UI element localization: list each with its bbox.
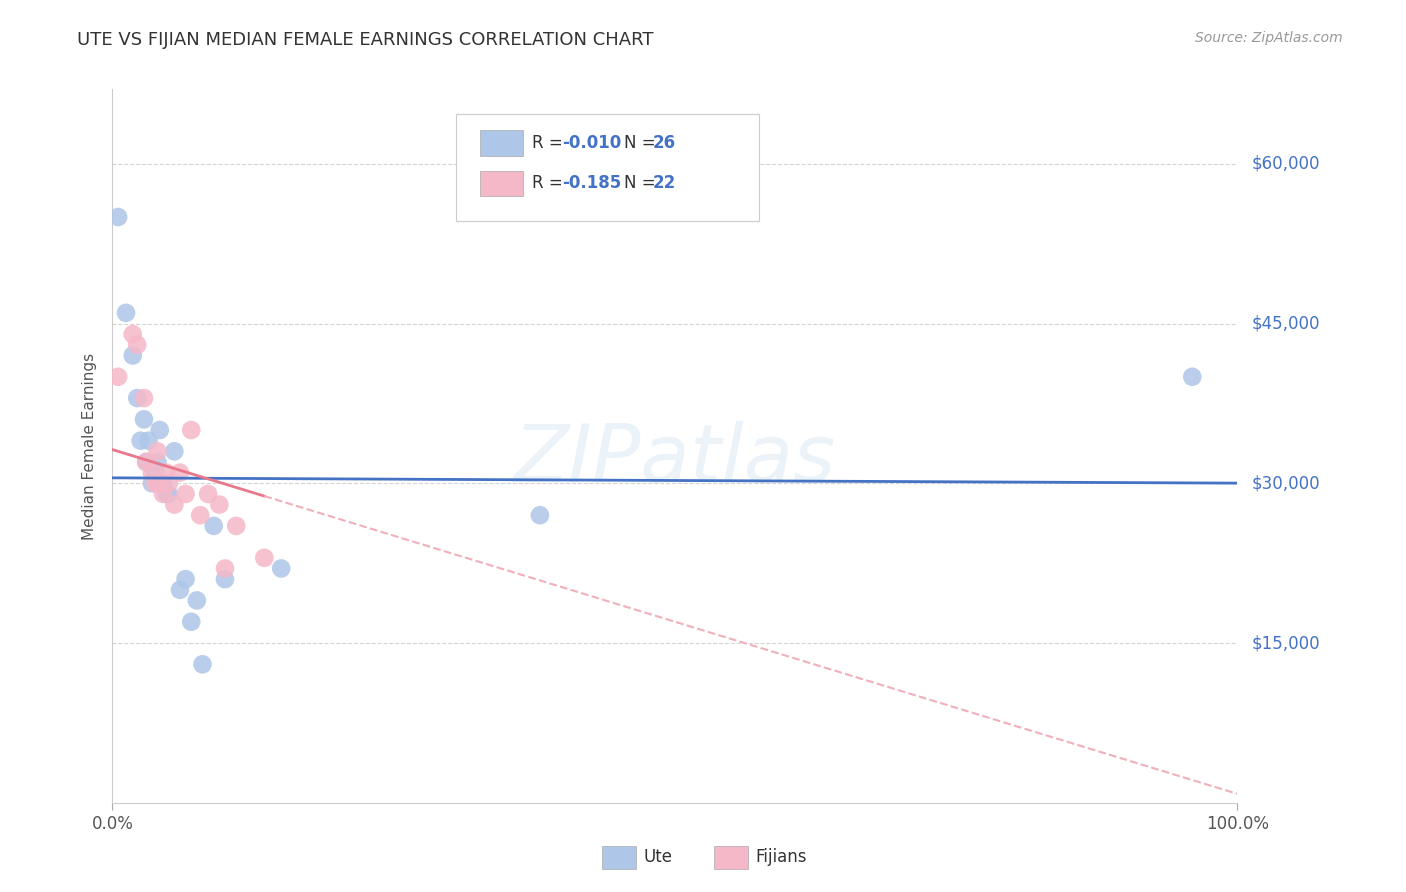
Point	[186, 593, 208, 607]
Text: ZIPatlas: ZIPatlas	[513, 421, 837, 500]
FancyBboxPatch shape	[714, 847, 748, 869]
Point	[157, 487, 180, 501]
Point	[253, 550, 276, 565]
Point	[191, 657, 214, 672]
Text: R =: R =	[531, 134, 568, 152]
Point	[225, 519, 247, 533]
Point	[529, 508, 551, 523]
Text: N =: N =	[624, 134, 661, 152]
Text: $15,000: $15,000	[1251, 634, 1320, 652]
Text: $60,000: $60,000	[1251, 154, 1320, 173]
Text: Ute: Ute	[644, 848, 672, 866]
Point	[107, 210, 129, 224]
Y-axis label: Median Female Earnings: Median Female Earnings	[82, 352, 97, 540]
Point	[188, 508, 211, 523]
Text: 22: 22	[652, 175, 676, 193]
Point	[149, 476, 172, 491]
Point	[135, 455, 157, 469]
Text: Source: ZipAtlas.com: Source: ZipAtlas.com	[1195, 31, 1343, 45]
Point	[270, 561, 292, 575]
Point	[135, 455, 157, 469]
Point	[121, 349, 143, 363]
Point	[174, 487, 197, 501]
Point	[129, 434, 152, 448]
Point	[197, 487, 219, 501]
Point	[152, 476, 174, 491]
Point	[132, 391, 155, 405]
Point	[146, 455, 169, 469]
Point	[208, 498, 231, 512]
Point	[107, 369, 129, 384]
Point	[143, 476, 166, 491]
Point	[155, 487, 177, 501]
Point	[141, 476, 163, 491]
Point	[138, 434, 160, 448]
Point	[155, 466, 177, 480]
Text: -0.010: -0.010	[562, 134, 621, 152]
Text: $45,000: $45,000	[1251, 315, 1320, 333]
FancyBboxPatch shape	[481, 130, 523, 155]
Point	[157, 476, 180, 491]
Point	[169, 582, 191, 597]
Point	[146, 444, 169, 458]
Text: R =: R =	[531, 175, 568, 193]
Point	[152, 487, 174, 501]
Text: Fijians: Fijians	[756, 848, 807, 866]
Text: UTE VS FIJIAN MEDIAN FEMALE EARNINGS CORRELATION CHART: UTE VS FIJIAN MEDIAN FEMALE EARNINGS COR…	[77, 31, 654, 49]
FancyBboxPatch shape	[602, 847, 636, 869]
Point	[127, 338, 149, 352]
Point	[169, 466, 191, 480]
Point	[127, 391, 149, 405]
Point	[180, 615, 202, 629]
Point	[214, 561, 236, 575]
Text: $30,000: $30,000	[1251, 475, 1320, 492]
Point	[174, 572, 197, 586]
Text: -0.185: -0.185	[562, 175, 621, 193]
Point	[143, 466, 166, 480]
Point	[141, 466, 163, 480]
Point	[163, 444, 186, 458]
Point	[121, 327, 143, 342]
Point	[115, 306, 138, 320]
Point	[132, 412, 155, 426]
Point	[163, 498, 186, 512]
FancyBboxPatch shape	[456, 114, 759, 221]
Text: N =: N =	[624, 175, 661, 193]
Point	[180, 423, 202, 437]
Point	[202, 519, 225, 533]
Point	[149, 423, 172, 437]
Text: 26: 26	[652, 134, 675, 152]
Point	[1181, 369, 1204, 384]
Point	[214, 572, 236, 586]
FancyBboxPatch shape	[481, 170, 523, 196]
